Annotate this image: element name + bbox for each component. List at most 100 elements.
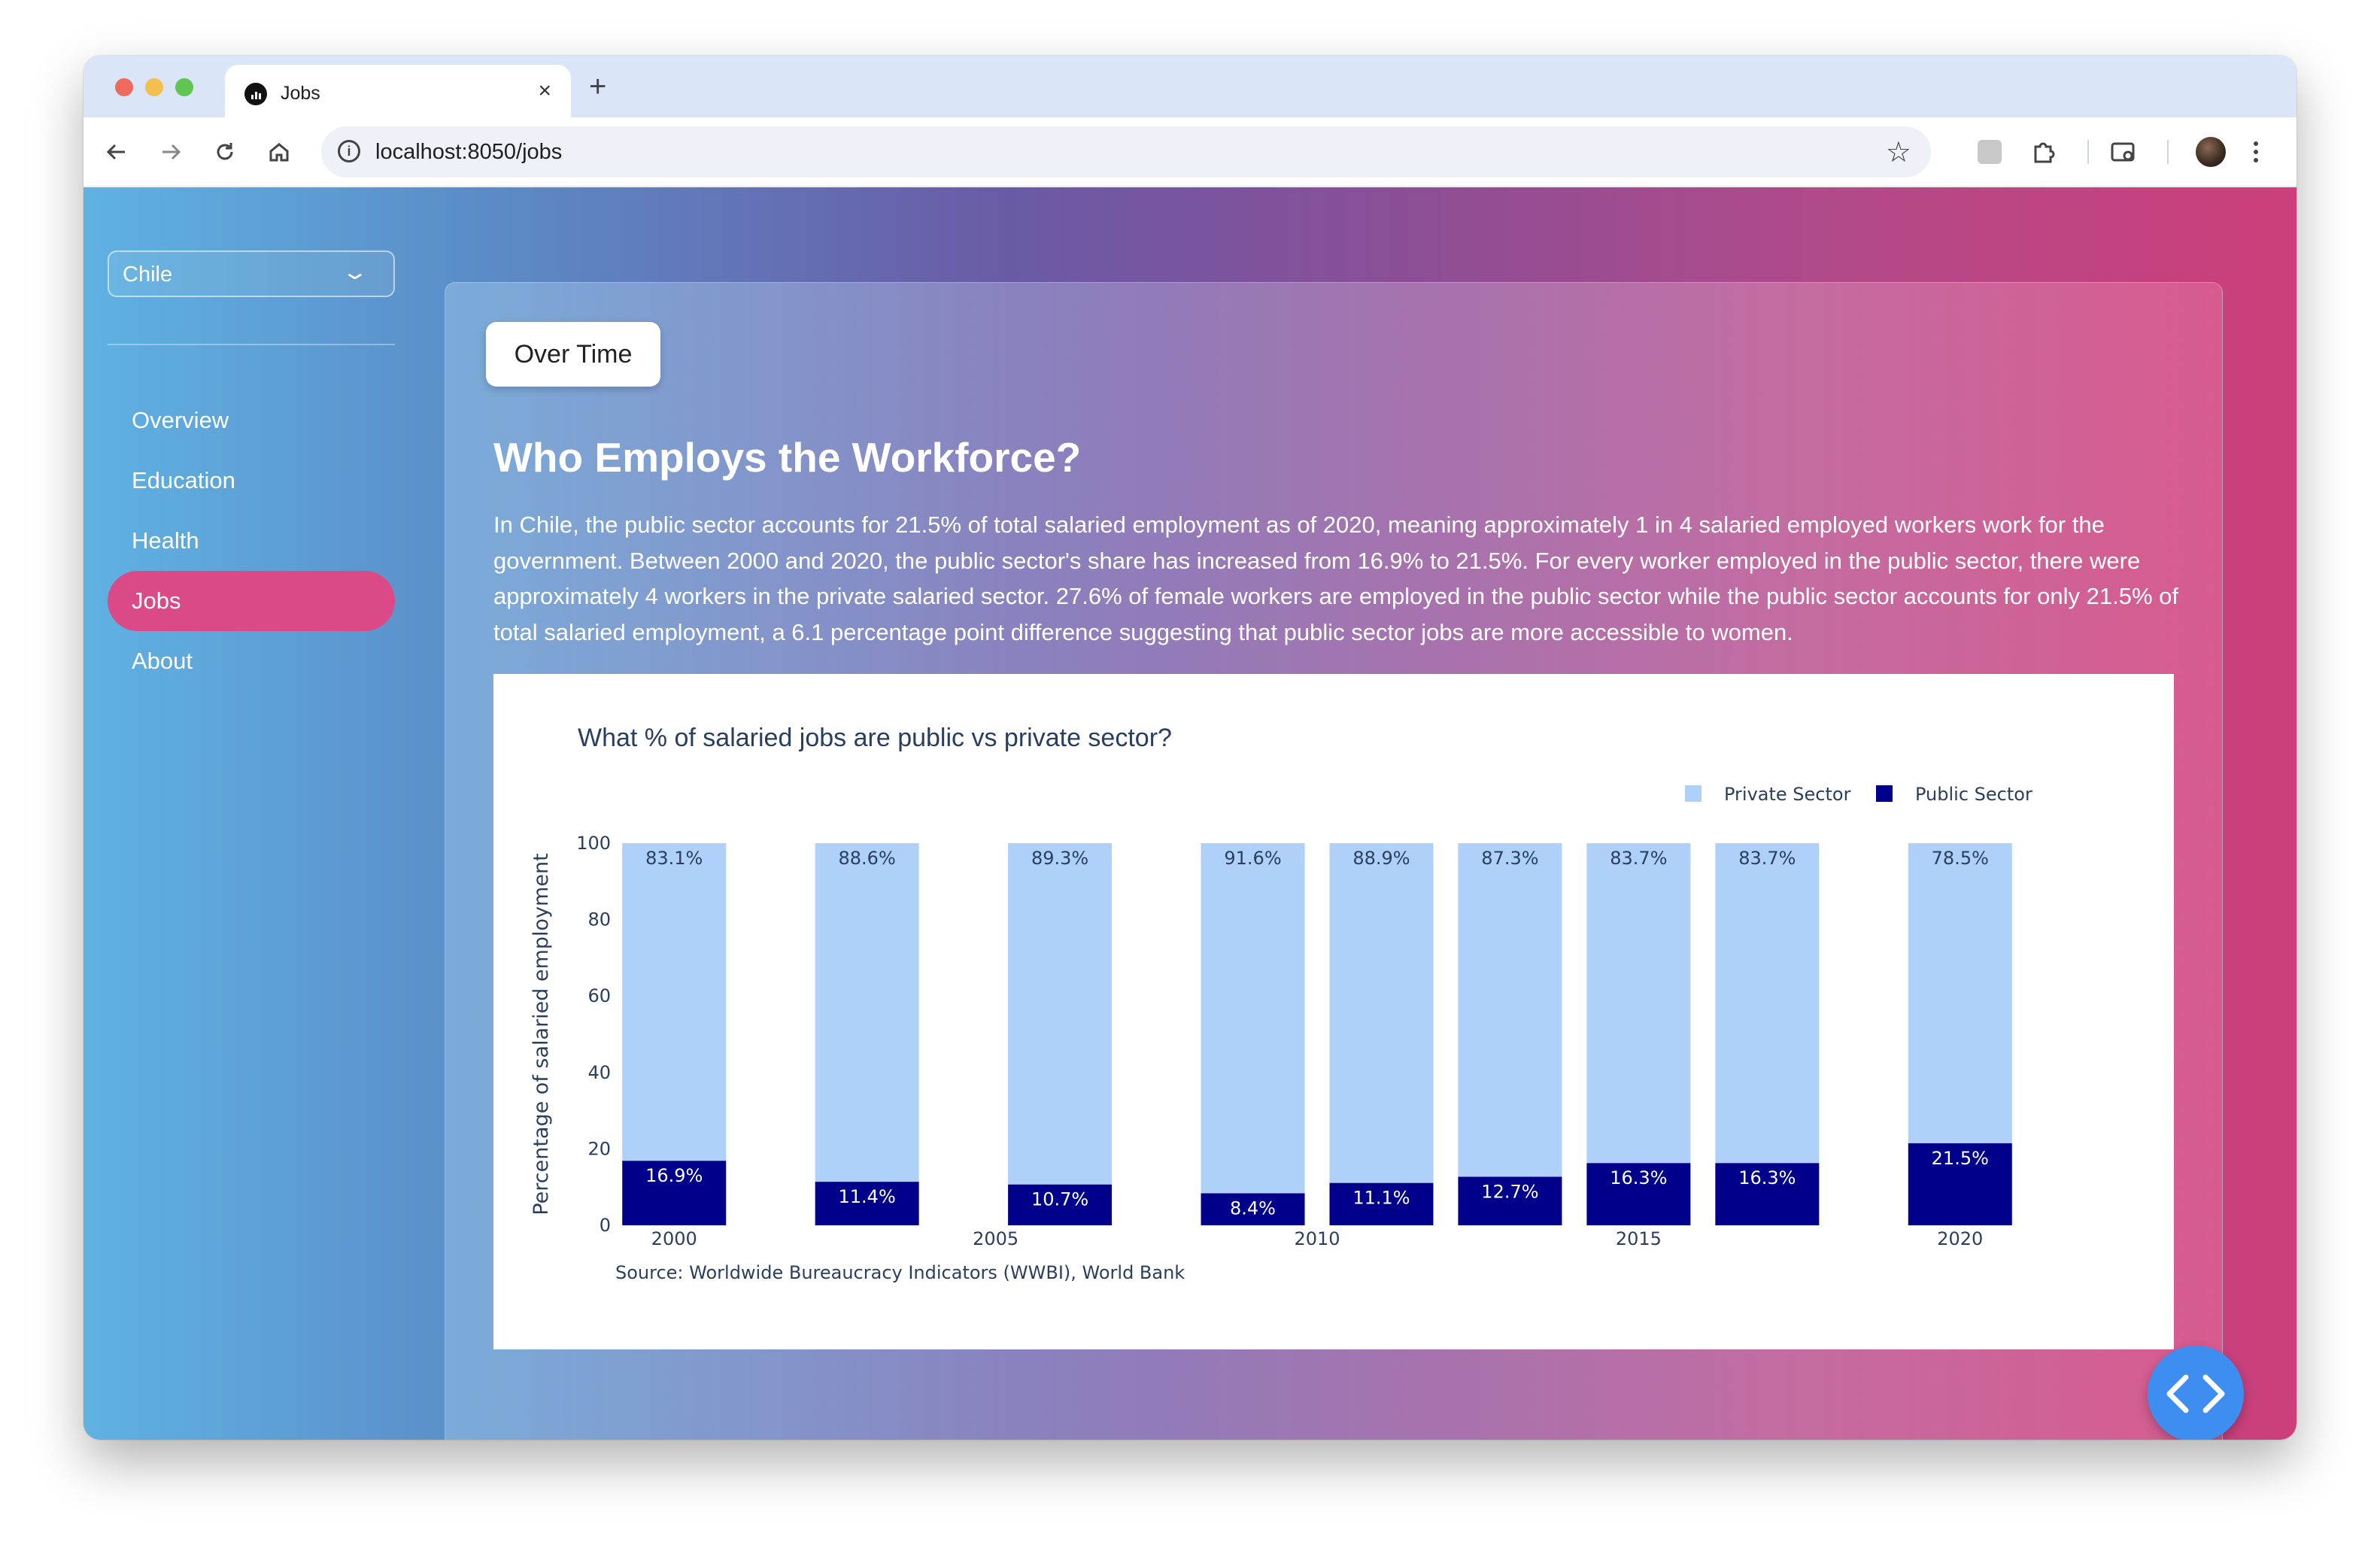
public-sector-bar (1458, 1176, 1562, 1225)
url-text[interactable]: localhost:8050/jobs (375, 140, 563, 164)
public-sector-value-label: 11.4% (839, 1186, 896, 1207)
reload-icon (217, 143, 233, 160)
maximize-window-button[interactable] (175, 78, 193, 96)
public-sector-value-label: 12.7% (1481, 1181, 1538, 1202)
forward-button[interactable] (154, 135, 187, 168)
y-tick-label: 80 (587, 909, 611, 930)
sidebar-divider (108, 344, 395, 345)
minimize-window-button[interactable] (145, 78, 163, 96)
public-sector-bar (815, 1182, 919, 1225)
code-brackets-icon (2166, 1374, 2225, 1413)
public-sector-value-label: 11.1% (1352, 1188, 1410, 1209)
private-sector-value-label: 89.3% (1031, 848, 1088, 869)
private-sector-bar (1908, 843, 2012, 1143)
sidebar-item-jobs[interactable]: Jobs (108, 571, 395, 631)
sidebar-item-overview[interactable]: Overview (108, 390, 395, 451)
public-sector-bar (1008, 1184, 1113, 1225)
reload-button[interactable] (208, 135, 241, 168)
legend-swatch (1685, 785, 1702, 802)
sidebar-item-label: About (132, 648, 193, 674)
x-tick-label: 2000 (651, 1228, 697, 1249)
private-sector-bar (1008, 843, 1113, 1185)
tab-search-icon[interactable] (2107, 135, 2140, 168)
private-sector-value-label: 78.5% (1932, 848, 1989, 869)
y-tick-label: 40 (587, 1062, 611, 1083)
private-sector-bar (1586, 843, 1691, 1164)
public-sector-bar (1715, 1163, 1820, 1225)
tab-close-icon[interactable]: × (538, 78, 551, 103)
private-sector-bar (815, 843, 919, 1182)
public-sector-bar (622, 1161, 727, 1225)
toolbar-separator (2167, 140, 2169, 164)
address-bar[interactable]: i localhost:8050/jobs ☆ (321, 126, 1931, 178)
legend-swatch (1876, 785, 1893, 802)
private-sector-value-label: 83.7% (1738, 848, 1796, 869)
sidebar-item-education[interactable]: Education (108, 451, 395, 511)
y-tick-label: 100 (576, 833, 611, 854)
y-tick-label: 20 (587, 1138, 611, 1159)
public-sector-bar (1586, 1163, 1691, 1225)
bookmark-star-icon[interactable]: ☆ (1885, 137, 1911, 168)
close-window-button[interactable] (115, 78, 133, 96)
y-tick-label: 60 (587, 985, 611, 1006)
sidebar-item-label: Jobs (132, 587, 181, 614)
public-sector-value-label: 21.5% (1932, 1148, 1989, 1169)
sidebar-item-health[interactable]: Health (108, 511, 395, 571)
y-tick-label: 0 (600, 1215, 611, 1236)
home-button[interactable] (263, 135, 296, 168)
x-tick-label: 2020 (1937, 1228, 1983, 1249)
private-sector-bar (1458, 843, 1562, 1177)
content-card: Over Time Who Employs the Workforce? In … (445, 282, 2223, 1440)
public-sector-value-label: 10.7% (1031, 1189, 1088, 1210)
private-sector-bar (1329, 843, 1434, 1183)
profile-avatar[interactable] (2196, 137, 2226, 167)
browser-window: Jobs × + i localhost:8050/jobs ☆ (83, 56, 2297, 1440)
home-icon (269, 143, 289, 162)
extensions-puzzle-icon[interactable] (2027, 135, 2060, 168)
stacked-bar-chart: 0 20 40 60 80 100 Percentage of salaried emplo… (530, 784, 2032, 1283)
private-sector-value-label: 88.9% (1352, 848, 1410, 869)
extension-icon[interactable] (1973, 135, 2006, 168)
back-button[interactable] (100, 135, 133, 168)
kebab-menu-icon[interactable] (2239, 135, 2272, 168)
legend-label: Private Sector (1724, 784, 1851, 805)
private-sector-bar (622, 843, 727, 1161)
x-tick-label: 2005 (973, 1228, 1018, 1249)
sidebar-item-label: Education (132, 467, 235, 493)
browser-toolbar: i localhost:8050/jobs ☆ (83, 117, 2297, 187)
section-title: Who Employs the Workforce? (493, 434, 1082, 481)
sidebar-item-label: Overview (132, 407, 229, 433)
public-sector-value-label: 8.4% (1230, 1197, 1276, 1219)
browser-tab[interactable]: Jobs × (225, 65, 571, 119)
private-sector-value-label: 83.7% (1610, 848, 1667, 869)
x-tick-label: 2015 (1616, 1228, 1662, 1249)
sidebar-item-label: Health (132, 527, 199, 554)
y-axis-title: Percentage of salaried employment (530, 853, 553, 1215)
toolbar-separator (2087, 140, 2089, 164)
private-sector-value-label: 83.1% (645, 848, 703, 869)
chart-source-note: Source: Worldwide Bureaucracy Indicators… (615, 1262, 1185, 1283)
dashboard-page: Chile ⌄ Overview Education Health Jobs A… (83, 187, 2297, 1440)
country-selected-value: Chile (123, 263, 173, 287)
private-sector-bar (1715, 843, 1820, 1164)
public-sector-bar (1201, 1193, 1305, 1225)
arrow-left-icon (106, 144, 125, 160)
code-toggle-button[interactable] (2148, 1346, 2244, 1440)
private-sector-value-label: 87.3% (1481, 848, 1538, 869)
site-info-icon[interactable]: i (338, 140, 360, 162)
section-description: In Chile, the public sector accounts for… (493, 511, 2179, 645)
private-sector-bar (1201, 843, 1305, 1194)
tab-title: Jobs (281, 83, 320, 104)
country-dropdown[interactable]: Chile ⌄ (108, 250, 395, 297)
public-sector-value-label: 16.9% (645, 1165, 703, 1186)
public-sector-value-label: 16.3% (1738, 1167, 1796, 1188)
new-tab-button[interactable]: + (589, 70, 607, 103)
chart-container: What % of salaried jobs are public vs pr… (493, 674, 2174, 1349)
tab-bar: Jobs × + (83, 56, 2297, 119)
chart-title: What % of salaried jobs are public vs pr… (578, 724, 1172, 752)
tab-over-time[interactable]: Over Time (486, 322, 660, 387)
sidebar-item-about[interactable]: About (108, 631, 395, 691)
x-tick-label: 2010 (1294, 1228, 1340, 1249)
private-sector-value-label: 88.6% (839, 848, 896, 869)
public-sector-bar (1908, 1143, 2012, 1225)
